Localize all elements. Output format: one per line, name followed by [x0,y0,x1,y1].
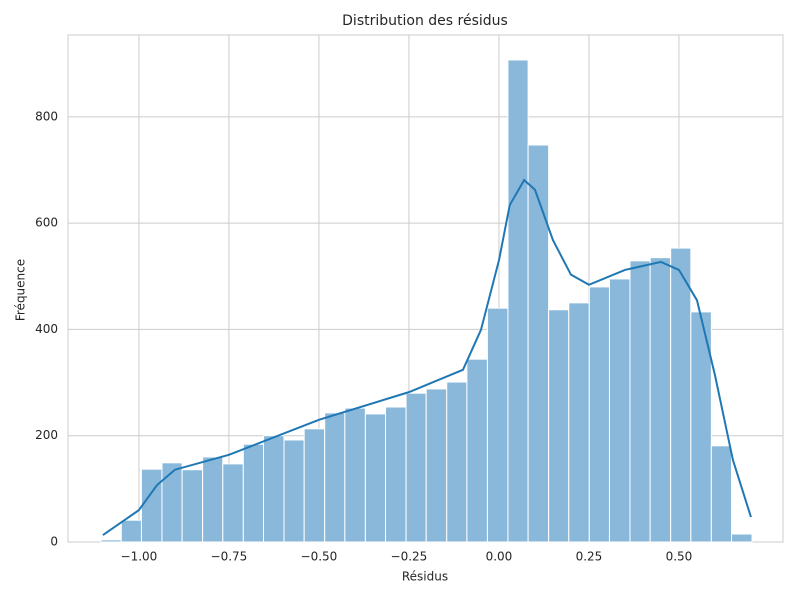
bar [425,388,448,543]
x-tick-label: −0.25 [391,550,428,564]
bar [608,278,631,543]
bar [385,406,407,543]
y-axis-label: Fréquence [14,259,28,321]
bar [731,533,753,543]
bar [710,445,733,543]
chart-title: Distribution des résidus [342,13,508,29]
bar [324,412,346,543]
bar [364,413,387,543]
kde-line [102,178,752,536]
x-tick-label: −0.50 [301,550,338,564]
bar [588,286,610,543]
bar [283,439,305,543]
y-tick-label: 200 [35,428,58,442]
bar [405,392,427,543]
y-tick-label: 800 [35,109,58,123]
y-tick-label: 600 [35,216,58,230]
bar [649,257,672,543]
bar [527,144,550,543]
bar [262,435,285,543]
bar [507,59,529,543]
x-tick-label: 0.50 [666,550,693,564]
bar [548,309,570,543]
bar [344,407,366,543]
bar [568,302,590,543]
x-tick-label: 0.25 [576,550,603,564]
bar [140,468,163,543]
bar [222,463,244,543]
bar [120,519,142,543]
x-tick-label: 0.00 [486,550,513,564]
bar [202,456,224,543]
bar [466,358,488,543]
bar [303,428,326,543]
bar [629,260,651,543]
bar [161,462,183,543]
x-tick-label: −1.00 [121,550,158,564]
bar [446,381,468,543]
bar [100,539,122,543]
y-tick-label: 0 [50,535,58,549]
bar [242,443,264,543]
bar [181,469,204,543]
x-tick-label: −0.75 [211,550,248,564]
x-axis-label: Résidus [402,570,448,584]
bar [670,247,692,543]
bar [486,307,509,543]
bar [690,311,712,543]
y-tick-label: 400 [35,322,58,336]
